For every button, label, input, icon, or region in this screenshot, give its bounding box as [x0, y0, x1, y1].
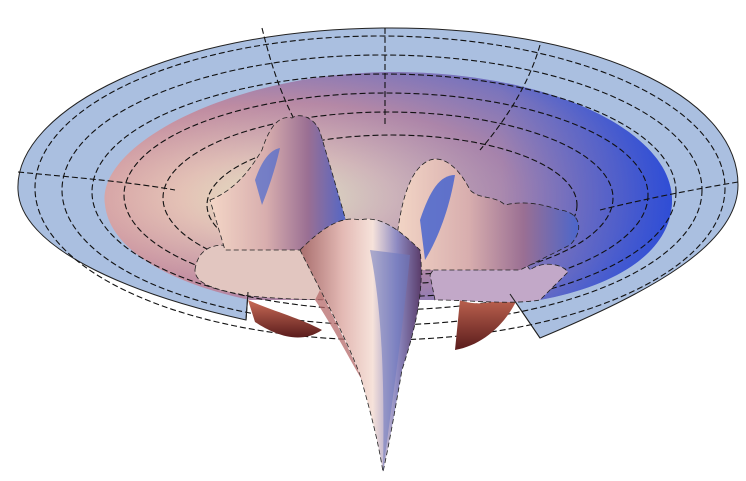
mesh-radials — [17, 27, 739, 211]
left-peak — [209, 115, 351, 251]
funnel-inner-fold — [370, 250, 410, 472]
left-peak-shadow — [255, 148, 280, 205]
funnel-left-fold — [315, 290, 362, 380]
red-fold-right — [455, 292, 520, 350]
red-fold-left — [248, 300, 322, 338]
right-ridge-shadow — [420, 175, 455, 260]
ring-cut-edges — [245, 291, 541, 339]
